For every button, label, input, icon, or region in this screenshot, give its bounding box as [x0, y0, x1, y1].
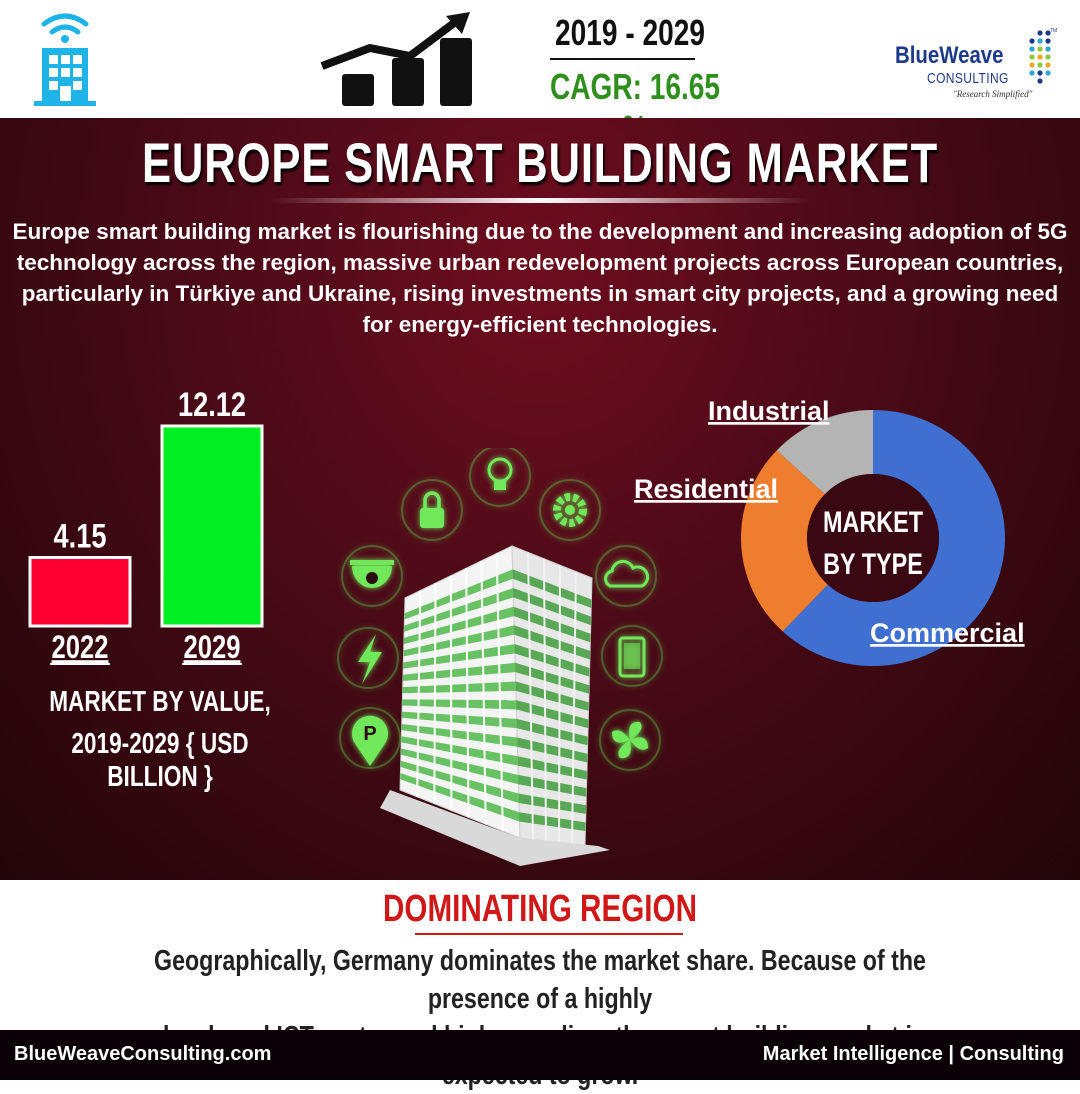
gear-icon: [539, 479, 601, 541]
parking-icon: P: [339, 707, 401, 769]
logo-sub: CONSULTING: [927, 70, 1009, 87]
logo-dots-icon: TM: [1029, 28, 1057, 84]
blueweave-logo: BlueWeave CONSULTING "Research Simplifie…: [895, 22, 1065, 107]
bar-value-label: 12.12: [178, 385, 246, 424]
market-value-bar-chart: 4.15 2022 12.12 2029: [28, 385, 264, 666]
cloud-icon: [595, 545, 657, 607]
donut-label-commercial: Commercial: [870, 618, 1025, 648]
lock-icon: [401, 479, 463, 541]
fan-icon: [599, 709, 661, 771]
bar-2029: [160, 424, 264, 628]
page-title: EUROPE SMART BUILDING MARKET: [142, 131, 938, 194]
region-title: DOMINATING REGION: [383, 888, 697, 930]
security-camera-icon: [341, 545, 403, 607]
donut-label-industrial: Industrial: [708, 396, 830, 426]
bar-chart-caption-line1: MARKET BY VALUE,: [49, 686, 271, 718]
main-panel: EUROPE SMART BUILDING MARKET Europe smar…: [0, 118, 1080, 880]
bar-category-label: 2029: [184, 630, 241, 665]
logo-tagline: "Research Simplified": [953, 89, 1033, 99]
donut-label-residential: Residential: [634, 474, 778, 504]
title-divider: [270, 198, 810, 203]
bar-2022: [28, 556, 132, 628]
intro-paragraph: Europe smart building market is flourish…: [12, 219, 1068, 337]
bar-category-label: 2022: [52, 630, 109, 665]
region-title-underline: [415, 933, 683, 935]
donut-center-label: MARKET: [823, 505, 924, 538]
svg-text:P: P: [363, 723, 376, 745]
region-text-line1: Geographically, Germany dominates the ma…: [154, 945, 926, 1015]
bar-value-label: 4.15: [54, 517, 107, 556]
donut-center: [807, 473, 939, 603]
growth-chart-icon: [320, 12, 472, 106]
smartphone-icon: [601, 625, 663, 687]
smart-building-illustration: P: [337, 448, 663, 866]
forecast-period: 2019 - 2029: [555, 12, 705, 53]
period-underline: [550, 58, 695, 60]
market-by-type-donut-chart: MARKET BY TYPE Commercial Residential Indust…: [634, 396, 1025, 667]
footer: BlueWeaveConsulting.com Market Intellige…: [0, 1030, 1080, 1080]
donut-slice-industrial: [776, 409, 873, 495]
donut-center-label: BY TYPE: [823, 547, 923, 580]
smart-building-icon: [34, 13, 96, 106]
donut-slice-commercial: [782, 409, 1005, 667]
lightning-icon: [337, 627, 399, 689]
bar-chart-caption-line2: 2019-2029 { USD BILLION }: [71, 728, 249, 793]
footer-website-link[interactable]: BlueWeaveConsulting.com: [14, 1043, 272, 1065]
logo-name: BlueWeave: [895, 42, 1004, 69]
header: 2019 - 2029 CAGR: 16.65 % BlueWeave CONS…: [0, 0, 1080, 149]
logo-tm: TM: [1050, 28, 1057, 34]
isometric-building: [380, 545, 610, 866]
footer-tagline: Market Intelligence | Consulting: [762, 1043, 1064, 1065]
donut-slice-residential: [741, 450, 828, 632]
lightbulb-icon: [469, 448, 531, 507]
dominating-region-section: DOMINATING REGION Geographically, German…: [0, 880, 1080, 1091]
